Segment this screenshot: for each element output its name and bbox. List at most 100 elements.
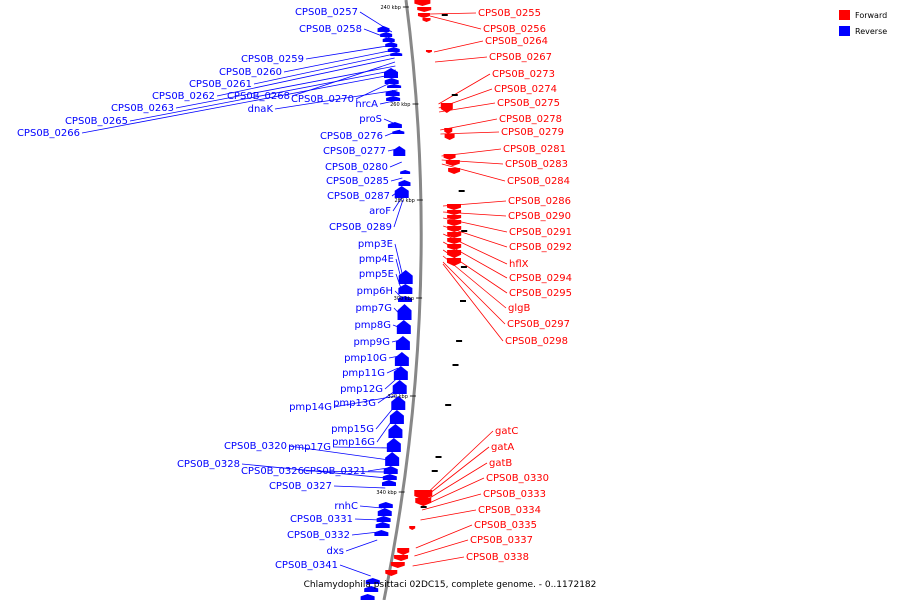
leader-line: [414, 539, 469, 557]
reverse-gene-arrow: [398, 284, 413, 294]
gene-label-reverse: CPS0B_0285: [326, 176, 389, 187]
gene-label-reverse: pmp13G: [333, 398, 376, 409]
dash-mark: [456, 340, 463, 342]
gene-label-reverse: CPS0B_0327: [269, 481, 332, 492]
gene-label-reverse: pmp11G: [342, 368, 385, 379]
gene-label-reverse: CPS0B_0320: [224, 441, 287, 452]
reverse-gene-arrow: [375, 522, 390, 528]
forward-gene-arrow: [447, 250, 462, 258]
gene-label-reverse: CPS0B_0257: [295, 7, 358, 18]
reverse-gene-arrow: [392, 130, 405, 134]
gene-label-forward: CPS0B_0267: [489, 52, 552, 63]
gene-label-forward: CPS0B_0338: [466, 552, 529, 563]
gene-label-forward: CPS0B_0294: [509, 273, 572, 284]
forward-gene-arrow: [444, 134, 455, 140]
reverse-gene-arrow: [389, 410, 404, 424]
gene-label-reverse: CPS0B_0270: [291, 94, 354, 105]
dash-mark: [435, 456, 442, 458]
legend: Forward Reverse: [839, 10, 887, 36]
scale-tick-label: 280 kbp: [394, 198, 414, 204]
dash-mark: [441, 14, 448, 16]
reverse-gene-arrow: [398, 296, 413, 302]
gene-label-reverse: pmp5E: [359, 269, 394, 280]
gene-label-forward: CPS0B_0255: [478, 8, 541, 19]
dash-mark: [458, 190, 465, 192]
leader-line: [390, 177, 403, 182]
gene-label-reverse: aroF: [369, 206, 391, 217]
gene-label-reverse: dnaK: [248, 104, 274, 115]
leader-line: [274, 89, 398, 110]
forward-gene-arrow: [422, 18, 431, 22]
gene-label-forward: CPS0B_0297: [507, 319, 570, 330]
reverse-gene-arrow: [385, 42, 398, 47]
forward-gene-arrow: [417, 7, 432, 12]
reverse-gene-arrow: [377, 26, 390, 32]
genome-backbone: [382, 0, 423, 600]
gene-label-reverse: CPS0B_0326: [241, 466, 304, 477]
dash-mark: [461, 230, 468, 232]
leader-line: [442, 263, 504, 342]
forward-gene-arrow: [415, 498, 432, 506]
reverse-gene-arrow: [398, 270, 413, 284]
scale-tick-label: 300 kbp: [394, 296, 414, 302]
forward-gene-arrow: [414, 490, 433, 500]
gene-label-reverse: CPS0B_0289: [329, 222, 392, 233]
reverse-gene-arrow: [391, 396, 406, 410]
gene-label-forward: CPS0B_0292: [509, 242, 572, 253]
gene-label-forward: CPS0B_0295: [509, 288, 572, 299]
reverse-gene-arrow: [394, 352, 409, 366]
dash-mark: [431, 470, 438, 472]
leader-line: [175, 65, 396, 109]
leader-line: [305, 470, 388, 473]
gene-label-reverse: CPS0B_0268: [227, 91, 290, 102]
reverse-gene-arrow: [394, 186, 409, 198]
scale-tick-label: 260 kbp: [390, 102, 410, 108]
reverse-gene-arrow: [387, 47, 400, 52]
gene-label-forward: gatA: [491, 442, 514, 453]
reverse-gene-arrow: [385, 452, 400, 466]
gene-label-forward: CPS0B_0273: [492, 69, 555, 80]
gene-label-reverse: pmp4E: [359, 254, 394, 265]
leader-line: [415, 524, 473, 549]
reverse-gene-arrow: [386, 96, 401, 101]
dash-mark: [445, 404, 452, 406]
gene-label-reverse: CPS0B_0276: [320, 131, 383, 142]
gene-label-reverse: CPS0B_0259: [241, 54, 304, 65]
gene-label-reverse: dxs: [327, 546, 344, 557]
gene-label-reverse: pmp9G: [353, 337, 390, 348]
reverse-gene-arrow: [376, 516, 391, 522]
gene-label-forward: CPS0B_0334: [478, 505, 541, 516]
leader-line: [129, 69, 396, 122]
dash-mark: [451, 94, 458, 96]
gene-label-forward: hflX: [509, 259, 529, 270]
reverse-gene-arrow: [397, 304, 412, 320]
gene-label-reverse: pmp12G: [340, 384, 383, 395]
gene-label-forward: CPS0B_0335: [474, 520, 537, 531]
gene-label-reverse: CPS0B_0260: [219, 67, 282, 78]
forward-gene-arrow: [447, 238, 462, 244]
reverse-gene-arrow: [387, 84, 402, 88]
gene-label-reverse: pmp3E: [358, 239, 393, 250]
leader-line: [305, 44, 394, 60]
scale-tick-label: 240 kbp: [381, 5, 401, 11]
leader-line: [434, 56, 488, 63]
gene-label-forward: CPS0B_0281: [503, 144, 566, 155]
scale-tick-label: 320 kbp: [388, 394, 408, 400]
leader-line: [429, 12, 477, 15]
genome-title: Chlamydophila psittaci 02DC15, complete …: [304, 580, 597, 590]
reverse-gene-arrow: [360, 594, 375, 600]
gene-label-reverse: CPS0B_0265: [65, 116, 128, 127]
forward-gene-arrow: [448, 168, 461, 174]
leader-line: [332, 446, 391, 449]
forward-gene-arrow: [447, 204, 462, 210]
reverse-gene-arrow: [384, 68, 399, 78]
forward-gene-arrow: [397, 548, 410, 555]
leader-line: [389, 161, 402, 168]
leader-line: [412, 556, 465, 567]
gene-features: [360, 0, 468, 600]
forward-gene-arrow: [447, 210, 462, 215]
leader-line: [253, 53, 395, 85]
gene-label-reverse: pmp7G: [355, 303, 392, 314]
leader-line: [354, 518, 381, 521]
